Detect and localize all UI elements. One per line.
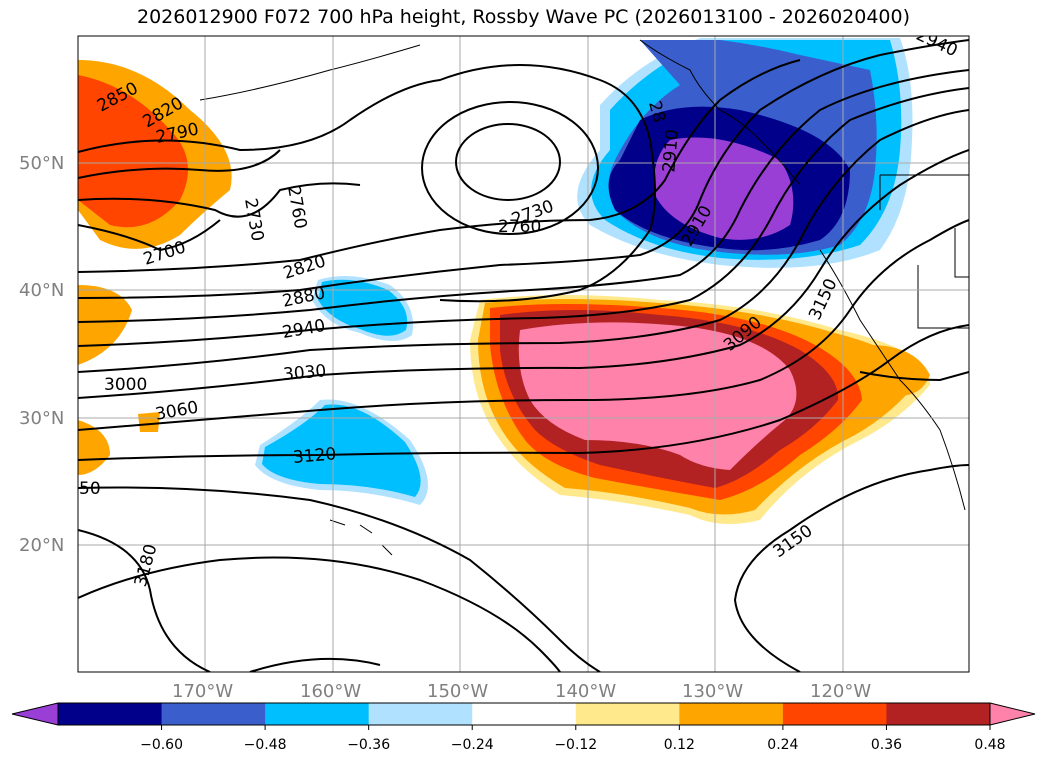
colorbar-tick-label: −0.48 bbox=[244, 737, 287, 753]
contour-label: 2760 bbox=[498, 217, 541, 237]
lon-label-150w: 150°W bbox=[427, 681, 488, 702]
lon-label-170w: 170°W bbox=[172, 681, 233, 702]
anomaly-negative-northeast bbox=[577, 38, 913, 268]
anomaly-positive-west-30n bbox=[78, 420, 110, 475]
gridlines bbox=[78, 36, 969, 672]
colorbar-tick-label: −0.24 bbox=[451, 737, 494, 753]
lon-label-160w: 160°W bbox=[300, 681, 361, 702]
lon-label-130w: 130°W bbox=[682, 681, 743, 702]
colorbar-segment bbox=[58, 703, 163, 725]
colorbar-tick-label: 0.12 bbox=[664, 737, 695, 753]
colorbar: −0.60 −0.48 −0.36 −0.24 −0.12 0.12 0.24 0.36 0.4… bbox=[11, 702, 1036, 753]
contour-label: 3000 bbox=[104, 375, 147, 395]
colorbar-segment bbox=[472, 703, 577, 725]
anomaly-positive-small bbox=[138, 412, 160, 432]
colorbar-segment bbox=[886, 703, 991, 725]
colorbar-tick-label: −0.60 bbox=[140, 737, 183, 753]
map-title: 2026012900 F072 700 hPa height, Rossby W… bbox=[136, 6, 911, 28]
lat-label-30n: 30°N bbox=[19, 408, 64, 429]
contour-label: 50 bbox=[79, 479, 101, 499]
lon-label-140w: 140°W bbox=[555, 681, 616, 702]
colorbar-tick-label: 0.48 bbox=[974, 737, 1005, 753]
colorbar-segment bbox=[782, 703, 887, 725]
colorbar-tick-label: 0.36 bbox=[871, 737, 902, 753]
lat-label-50n: 50°N bbox=[19, 153, 64, 174]
map-frame bbox=[77, 35, 970, 673]
colorbar-segment bbox=[161, 703, 266, 725]
colorbar-tick-label: 0.24 bbox=[767, 737, 798, 753]
colorbar-segment bbox=[575, 703, 680, 725]
colorbar-segment bbox=[368, 703, 473, 725]
contour-label: 2910 bbox=[659, 128, 683, 173]
colorbar-tick-label: −0.12 bbox=[554, 737, 597, 753]
colorbar-segment bbox=[265, 703, 370, 725]
lat-label-20n: 20°N bbox=[19, 535, 64, 556]
lat-label-40n: 40°N bbox=[19, 280, 64, 301]
colorbar-tick-label: −0.36 bbox=[347, 737, 390, 753]
height-contours bbox=[78, 39, 969, 672]
contour-label: 3030 bbox=[282, 361, 327, 385]
anomaly-positive-northwest bbox=[78, 60, 232, 249]
lon-label-120w: 120°W bbox=[810, 681, 871, 702]
contour-label: 3120 bbox=[292, 444, 337, 468]
colorbar-arrow-left bbox=[12, 703, 58, 725]
colorbar-segment bbox=[679, 703, 784, 725]
colorbar-arrow-right bbox=[990, 703, 1035, 725]
